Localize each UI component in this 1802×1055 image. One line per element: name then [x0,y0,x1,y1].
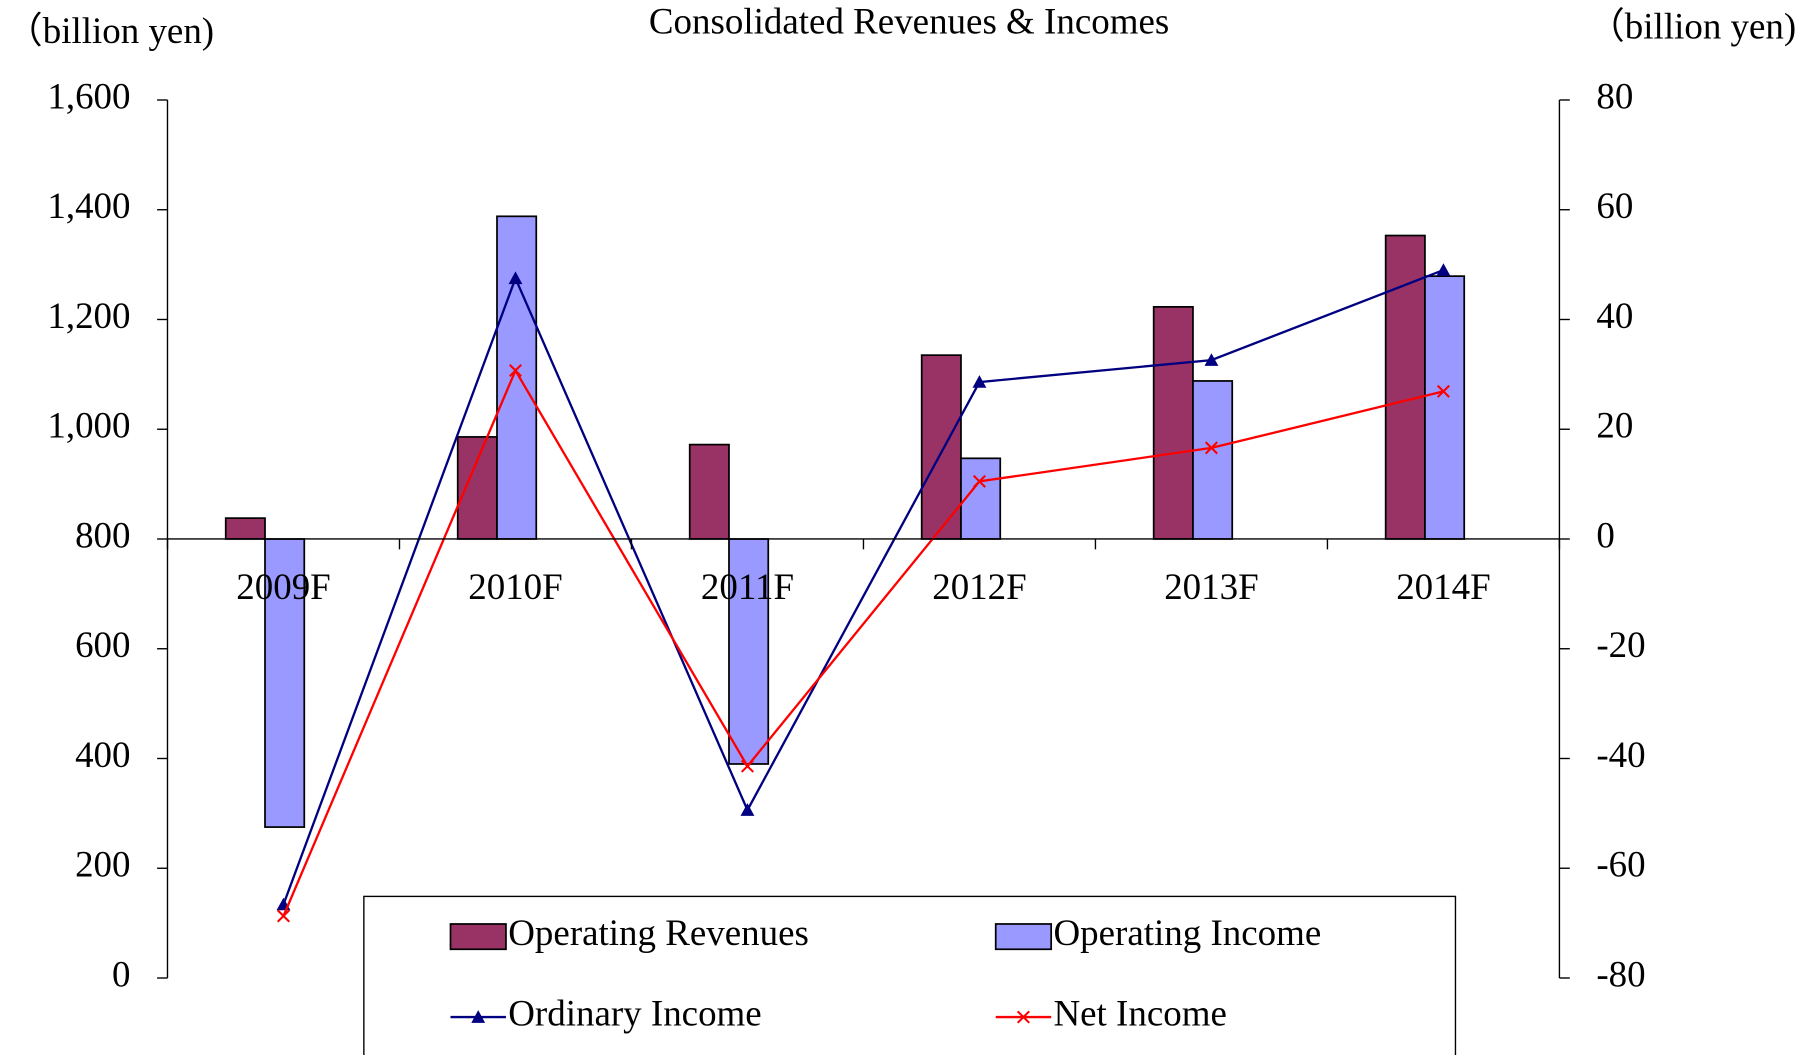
y-tick-label: 600 [75,624,130,665]
y-tick-label: 800 [75,515,130,556]
marker [508,364,522,378]
marker [508,271,523,285]
bar [728,538,770,765]
bar [960,457,1002,540]
legend-swatch [994,923,1053,951]
bar [1192,380,1234,540]
y-tick-label: 400 [75,734,130,775]
line [282,367,1444,917]
y-axis-label: （billion yen) [6,10,214,52]
marker [972,375,987,388]
y2-tick-label: 80 [1596,75,1633,116]
x-tick-label: 2014F [1396,566,1490,607]
y2-tick-label: 20 [1596,405,1633,446]
y-tick-label: 200 [75,844,130,885]
x-tick-label: 2010F [468,566,562,607]
y-tick-label: 0 [112,954,130,995]
y-tick-label: 1,000 [47,405,130,446]
bar [456,436,498,540]
y2-tick-label: -80 [1596,954,1645,995]
legend-label: Operating Revenues [508,912,809,953]
y2-axis-label: （billion yen) [1588,5,1796,47]
bar [920,354,962,540]
legend-swatch [449,923,507,951]
legend-marker [1016,1010,1030,1024]
y2-tick-label: -60 [1596,844,1645,885]
legend-label: Operating Income [1053,912,1321,953]
marker [1204,353,1219,366]
marker [276,909,290,923]
marker [740,759,754,773]
line [282,269,1444,905]
chart-title: Consolidated Revenues & Incomes [649,1,1169,42]
y2-tick-label: -40 [1596,734,1645,775]
legend-label: Ordinary Income [508,993,761,1034]
marker [740,803,755,816]
y-tick-label: 1,200 [47,295,130,336]
y2-tick-label: -20 [1596,624,1645,665]
x-tick-label: 2009F [236,566,330,607]
marker [1436,384,1450,398]
x-tick-label: 2012F [932,566,1026,607]
y2-tick-label: 40 [1596,295,1633,336]
x-tick-label: 2011F [701,566,794,607]
y2-tick-label: 0 [1596,515,1614,556]
bar [1384,234,1426,540]
y2-tick-label: 60 [1596,185,1633,226]
y-tick-label: 1,400 [47,185,130,226]
bar [688,443,730,540]
marker [1436,263,1451,276]
x-tick-label: 2013F [1164,566,1258,607]
marker [1204,441,1218,455]
bar [496,215,538,540]
bar [1424,275,1466,540]
marker [972,474,986,488]
bar [1152,306,1194,540]
bar [224,517,266,540]
legend-box [363,895,1457,1055]
legend-marker [471,1010,486,1023]
y-tick-label: 1,600 [47,75,130,116]
legend-label: Net Income [1053,993,1226,1034]
